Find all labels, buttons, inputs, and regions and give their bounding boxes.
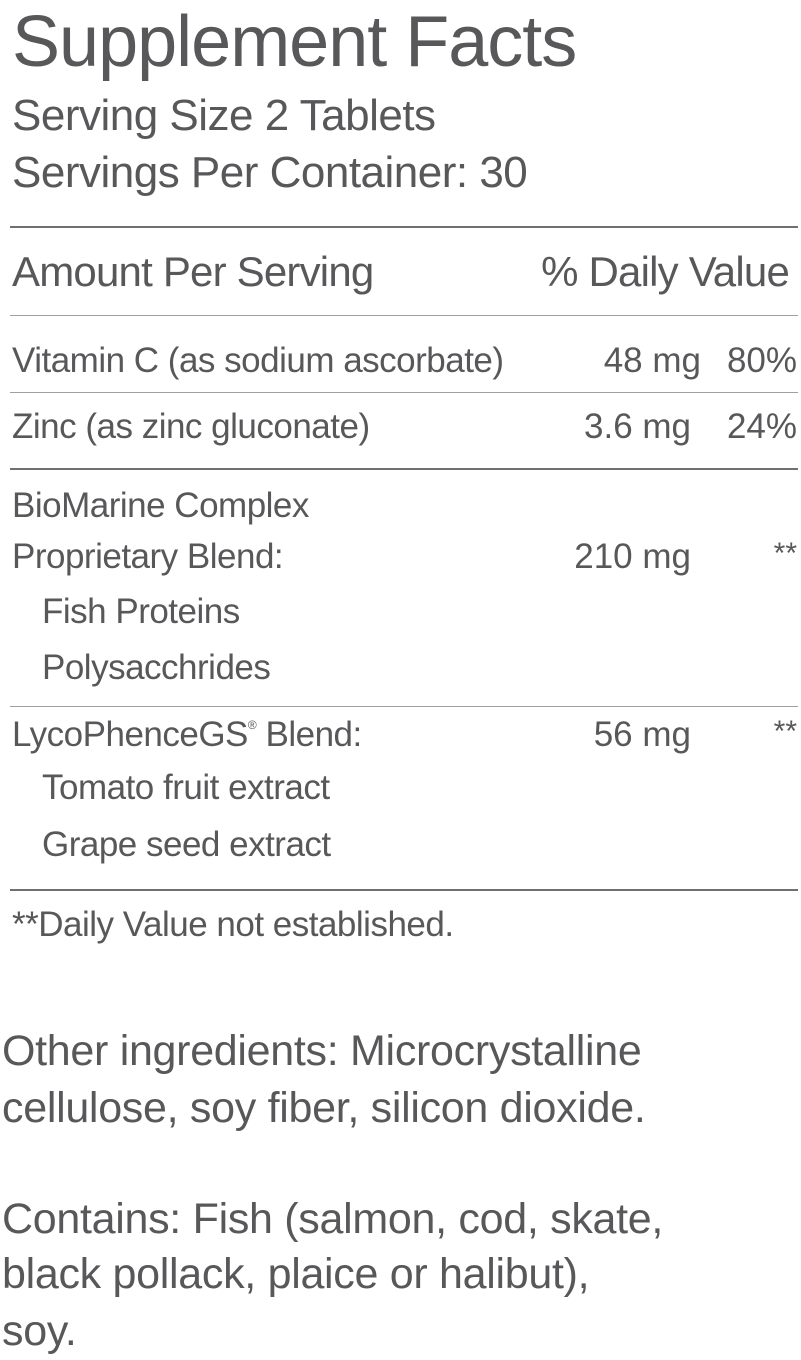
blend-ingredient: Grape seed extract — [42, 825, 331, 864]
blend-ingredient: Fish Proteins — [42, 592, 240, 631]
blend-ingredient: Tomato fruit extract — [42, 768, 330, 807]
divider — [10, 706, 798, 707]
divider — [10, 468, 798, 470]
divider — [10, 226, 798, 228]
contains-line: soy. — [2, 1307, 77, 1355]
serving-size: Serving Size 2 Tablets — [12, 91, 436, 140]
divider — [10, 889, 798, 891]
servings-per-container: Servings Per Container: 30 — [12, 148, 528, 197]
blend-name: LycoPhenceGS® Blend: — [12, 717, 362, 752]
nutrient-name: Vitamin C (as sodium ascorbate) — [12, 341, 504, 380]
blend-ingredient: Polysacchrides — [42, 648, 271, 687]
blend-name-text: LycoPhenceGS — [12, 715, 248, 754]
other-ingredients-line: cellulose, soy fiber, silicon dioxide. — [2, 1084, 646, 1132]
nutrient-amount: 48 mg — [603, 341, 701, 380]
page-title: Supplement Facts — [12, 2, 577, 82]
daily-value-header: % Daily Value — [541, 248, 790, 295]
blend-name-line2: Proprietary Blend: — [12, 537, 284, 576]
divider — [10, 315, 798, 316]
contains-line: Contains: Fish (salmon, cod, skate, — [2, 1195, 664, 1243]
divider — [10, 392, 798, 393]
blend-amount: 56 mg — [593, 715, 691, 754]
footnote: **Daily Value not established. — [12, 905, 454, 944]
registered-mark: ® — [247, 718, 257, 732]
amount-per-serving-header: Amount Per Serving — [12, 248, 374, 295]
blend-dv: ** — [773, 537, 797, 570]
blend-amount: 210 mg — [574, 537, 691, 576]
contains-line: black pollack, plaice or halibut), — [2, 1250, 590, 1298]
nutrient-dv: 24% — [726, 407, 797, 446]
nutrient-dv: 80% — [726, 341, 797, 380]
nutrient-amount: 3.6 mg — [584, 407, 691, 446]
blend-name-suffix: Blend: — [256, 715, 362, 754]
blend-name-line1: BioMarine Complex — [12, 486, 309, 525]
other-ingredients-line: Other ingredients: Microcrystalline — [2, 1027, 642, 1075]
blend-dv: ** — [773, 715, 797, 748]
nutrient-name: Zinc (as zinc gluconate) — [12, 407, 370, 446]
